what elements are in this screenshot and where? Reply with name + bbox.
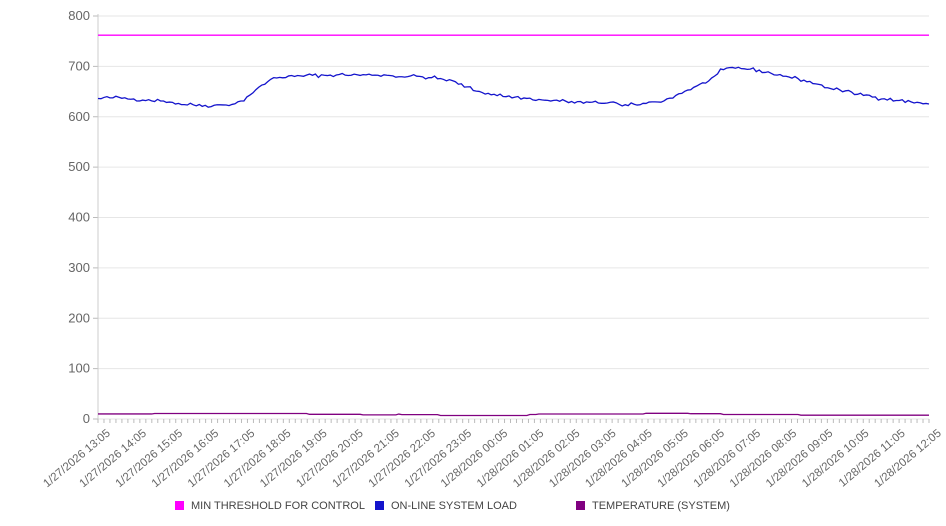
svg-text:TEMPERATURE (SYSTEM): TEMPERATURE (SYSTEM): [592, 500, 730, 512]
svg-text:0: 0: [83, 411, 90, 426]
svg-text:100: 100: [68, 361, 90, 376]
svg-text:ON-LINE SYSTEM LOAD: ON-LINE SYSTEM LOAD: [391, 500, 517, 512]
svg-text:200: 200: [68, 310, 90, 325]
svg-text:400: 400: [68, 210, 90, 225]
svg-text:500: 500: [68, 159, 90, 174]
svg-text:MIN THRESHOLD FOR CONTROL: MIN THRESHOLD FOR CONTROL: [191, 500, 365, 512]
svg-text:700: 700: [68, 58, 90, 73]
svg-text:600: 600: [68, 109, 90, 124]
svg-text:300: 300: [68, 260, 90, 275]
svg-text:800: 800: [68, 8, 90, 23]
